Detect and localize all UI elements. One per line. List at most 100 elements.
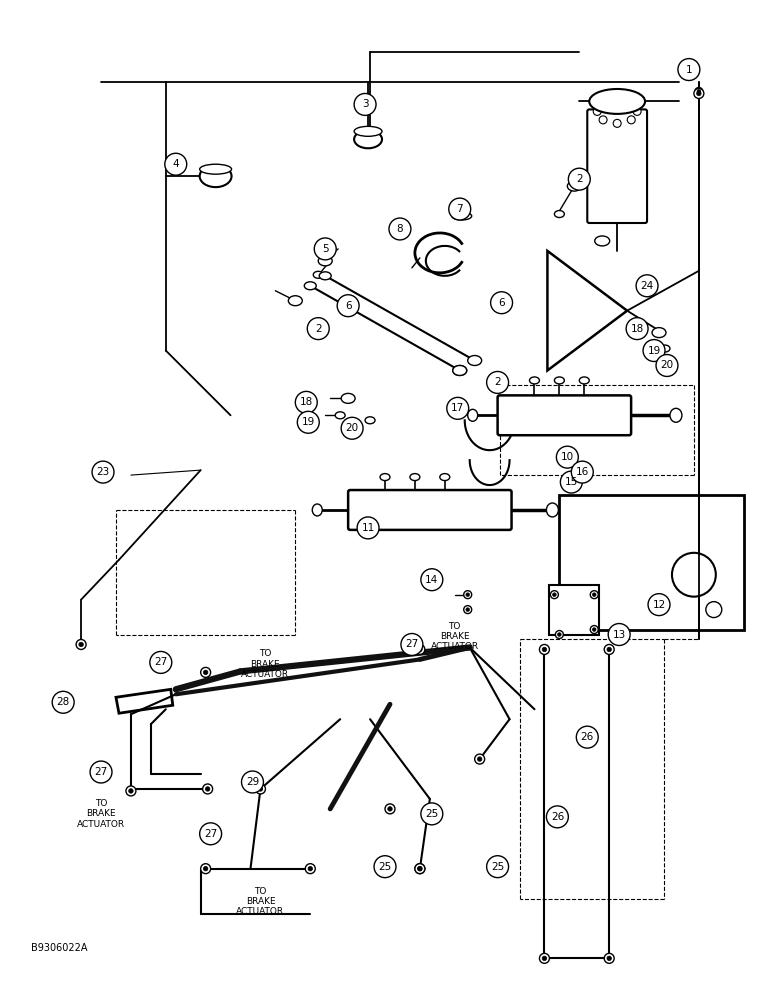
Text: 19: 19 <box>302 417 315 427</box>
Circle shape <box>613 119 621 127</box>
Text: 18: 18 <box>300 397 313 407</box>
Text: 11: 11 <box>361 523 374 533</box>
Circle shape <box>542 956 547 961</box>
Circle shape <box>626 318 648 340</box>
Ellipse shape <box>458 213 466 219</box>
Circle shape <box>418 866 422 871</box>
Circle shape <box>76 639 86 649</box>
Ellipse shape <box>354 130 382 148</box>
Text: TO
BRAKE
ACTUATOR: TO BRAKE ACTUATOR <box>236 887 285 916</box>
Text: 10: 10 <box>560 452 574 462</box>
Text: 26: 26 <box>581 732 594 742</box>
Circle shape <box>475 754 485 764</box>
Circle shape <box>79 642 83 647</box>
Circle shape <box>307 318 329 340</box>
Text: 27: 27 <box>94 767 107 777</box>
Text: 3: 3 <box>362 99 368 109</box>
FancyBboxPatch shape <box>348 490 512 530</box>
Text: 29: 29 <box>245 777 259 787</box>
Circle shape <box>242 771 263 793</box>
Circle shape <box>477 757 482 761</box>
Circle shape <box>418 866 422 871</box>
Ellipse shape <box>200 165 232 187</box>
Circle shape <box>678 59 700 81</box>
Circle shape <box>697 90 701 93</box>
Circle shape <box>164 153 187 175</box>
Circle shape <box>389 218 411 240</box>
Ellipse shape <box>410 474 420 481</box>
Ellipse shape <box>554 211 564 218</box>
Circle shape <box>628 116 635 124</box>
Circle shape <box>90 761 112 783</box>
Circle shape <box>592 628 596 631</box>
Circle shape <box>540 953 550 963</box>
Ellipse shape <box>335 412 345 419</box>
Circle shape <box>547 806 568 828</box>
Circle shape <box>550 591 558 599</box>
Ellipse shape <box>318 256 332 266</box>
Ellipse shape <box>312 504 322 516</box>
Ellipse shape <box>440 474 450 481</box>
Circle shape <box>599 116 607 124</box>
Text: 5: 5 <box>322 244 329 254</box>
Text: 16: 16 <box>576 467 589 477</box>
Circle shape <box>636 275 658 297</box>
Ellipse shape <box>200 164 232 174</box>
Circle shape <box>571 461 593 483</box>
Text: 8: 8 <box>397 224 403 234</box>
FancyBboxPatch shape <box>498 395 631 435</box>
Circle shape <box>129 789 133 793</box>
Circle shape <box>540 644 550 654</box>
Text: 20: 20 <box>346 423 359 433</box>
Circle shape <box>557 633 561 636</box>
Circle shape <box>447 397 469 419</box>
Circle shape <box>672 553 716 597</box>
Circle shape <box>203 784 212 794</box>
Circle shape <box>553 593 556 596</box>
Text: 13: 13 <box>612 630 626 640</box>
Circle shape <box>560 471 582 493</box>
Ellipse shape <box>530 377 540 384</box>
Circle shape <box>591 591 598 599</box>
Text: 6: 6 <box>345 301 351 311</box>
Text: 27: 27 <box>204 829 217 839</box>
Circle shape <box>205 787 210 791</box>
Ellipse shape <box>304 282 317 290</box>
Ellipse shape <box>554 377 564 384</box>
Circle shape <box>337 295 359 317</box>
Circle shape <box>592 593 596 596</box>
Circle shape <box>203 670 208 675</box>
Circle shape <box>341 417 363 439</box>
Ellipse shape <box>468 356 482 365</box>
Text: 23: 23 <box>96 467 110 477</box>
Circle shape <box>491 292 513 314</box>
Circle shape <box>696 91 701 96</box>
Circle shape <box>401 634 423 655</box>
Circle shape <box>201 864 211 874</box>
Circle shape <box>256 784 266 794</box>
Circle shape <box>628 99 635 107</box>
Circle shape <box>593 107 601 115</box>
Ellipse shape <box>313 271 323 278</box>
Circle shape <box>200 823 222 845</box>
Circle shape <box>607 647 611 652</box>
Ellipse shape <box>567 181 581 191</box>
Text: 17: 17 <box>451 403 465 413</box>
Circle shape <box>591 626 598 634</box>
Ellipse shape <box>652 328 666 338</box>
Ellipse shape <box>320 272 331 280</box>
Text: 26: 26 <box>550 812 564 822</box>
Circle shape <box>203 866 208 871</box>
Circle shape <box>418 647 422 652</box>
Circle shape <box>656 355 678 376</box>
Text: 20: 20 <box>660 360 673 370</box>
Circle shape <box>577 726 598 748</box>
Text: TO
BRAKE
ACTUATOR: TO BRAKE ACTUATOR <box>242 649 290 679</box>
Text: TO
BRAKE
ACTUATOR: TO BRAKE ACTUATOR <box>431 622 479 651</box>
Circle shape <box>464 606 472 614</box>
Circle shape <box>297 411 320 433</box>
Circle shape <box>604 953 615 963</box>
Ellipse shape <box>354 126 382 136</box>
Circle shape <box>466 608 469 611</box>
Circle shape <box>385 804 395 814</box>
